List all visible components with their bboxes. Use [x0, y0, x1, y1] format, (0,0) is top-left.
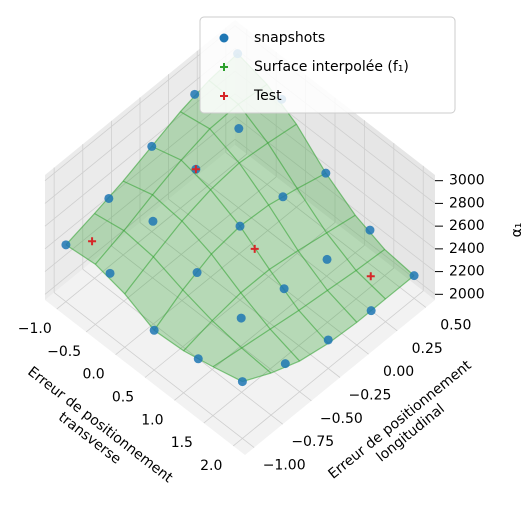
grid-line [196, 175, 398, 332]
tick-label: 2400 [449, 241, 485, 257]
snapshot-point [236, 313, 246, 323]
snapshot-point [280, 359, 290, 369]
tick-label: 3000 [449, 173, 485, 189]
grid-line [234, 93, 436, 250]
legend-label: Surface interpolée (f₁) [254, 59, 409, 75]
snapshot-point [278, 192, 288, 202]
surface-line [180, 111, 358, 323]
grid-line [53, 292, 255, 448]
surface-patch [209, 104, 268, 163]
tick-label: −0.50 [320, 411, 363, 427]
tick-label: 2.0 [200, 458, 222, 474]
surface-patch [356, 249, 415, 299]
surface-patch [267, 124, 326, 189]
tick-label: −0.5 [47, 344, 81, 360]
snapshot-point [234, 124, 244, 134]
grid-line [168, 198, 369, 355]
tick-label: 1.0 [141, 412, 163, 428]
surface-patch [297, 173, 356, 233]
tick-label: 0.00 [383, 364, 414, 380]
snapshot-point [193, 354, 203, 364]
surface-line [122, 180, 301, 362]
tick-label: 2200 [449, 264, 485, 280]
snapshot-point [190, 89, 200, 99]
snapshot-point [322, 254, 332, 264]
tick-label: −1.0 [18, 321, 52, 337]
snapshot-point [61, 240, 71, 250]
test-point [250, 244, 259, 253]
snapshot-point [147, 141, 157, 151]
snapshot-point [192, 268, 202, 278]
tick-label: 2600 [449, 218, 485, 234]
surface-patch [151, 111, 210, 161]
snapshot-point [104, 193, 114, 203]
grid-line [82, 268, 284, 425]
surface-patch [298, 290, 357, 344]
snapshot-point [149, 325, 159, 335]
tick-label: 0.5 [112, 390, 134, 406]
snapshot-point [279, 284, 289, 294]
surface-patch [212, 347, 272, 382]
surface-patch [240, 205, 299, 270]
surface-patch [270, 310, 329, 362]
snapshot-point [321, 168, 331, 178]
snapshot-point [366, 306, 376, 316]
grid-line [44, 116, 236, 272]
axis-label: Erreur de positionnementtransverse [14, 364, 176, 500]
surface-patch [268, 188, 327, 251]
grid-line [44, 139, 236, 295]
tick-label: 0.0 [82, 367, 104, 383]
grid-line [225, 152, 427, 308]
tick-label: −0.75 [291, 434, 334, 450]
tick-label: 2000 [449, 286, 485, 302]
tick-label: 0.25 [412, 341, 443, 357]
surface-line [94, 213, 272, 374]
surface-patch [211, 226, 270, 293]
tick-label: 1.5 [171, 435, 193, 451]
test-point [366, 272, 375, 281]
legend-label: snapshots [254, 30, 325, 46]
grid-line [234, 139, 436, 295]
surface-patch [269, 250, 328, 311]
tick-label: 0.50 [440, 317, 471, 333]
legend-marker [220, 92, 228, 100]
tick-label: −0.25 [349, 388, 392, 404]
snapshot-point [237, 377, 247, 387]
surface-patch [94, 181, 153, 231]
grid-line [44, 93, 236, 250]
test-point [88, 237, 97, 246]
legend-marker [219, 33, 229, 43]
surface-patch [240, 269, 299, 330]
surface-patch [182, 254, 241, 321]
surface-patch [123, 194, 182, 257]
grid-line [139, 222, 341, 378]
legend-label: Test [253, 88, 282, 104]
surface-patch [326, 215, 385, 271]
axis-label: α₁ [509, 223, 523, 238]
snapshot-point [148, 216, 158, 226]
snapshot-point [105, 268, 115, 278]
legend-marker [220, 63, 228, 71]
snapshot-point [235, 221, 245, 231]
test-point [191, 165, 200, 174]
grid-line [111, 245, 312, 402]
surface-patch [123, 146, 182, 195]
snapshot-point [409, 271, 419, 281]
tick-label: 2800 [449, 195, 485, 211]
tick-label: −1.00 [263, 458, 306, 474]
snapshot-point [365, 225, 375, 235]
legend-box [199, 16, 456, 114]
surface-patch [210, 162, 269, 227]
surface-patch [65, 213, 124, 265]
surface-patch [239, 143, 298, 206]
snapshot-point [323, 335, 333, 345]
